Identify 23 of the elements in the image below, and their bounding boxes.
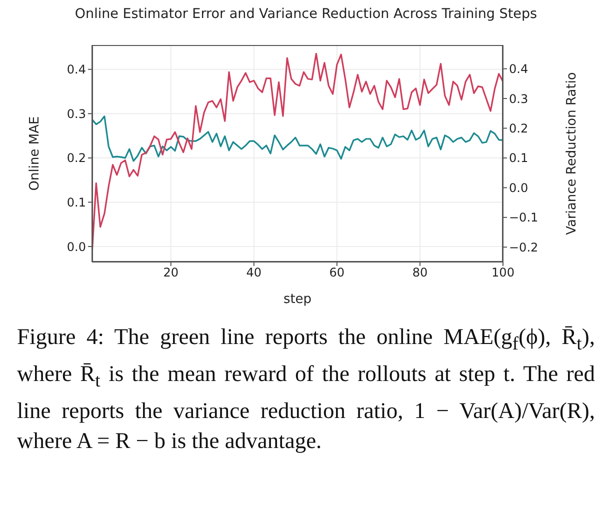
y-tick-label: 0.1 — [66, 195, 86, 210]
x-tick-label: 40 — [246, 266, 262, 280]
y2-tick-label: 0.2 — [509, 121, 528, 136]
x-axis-title: step — [283, 292, 312, 307]
y2-tick-label: −0.2 — [509, 240, 538, 254]
text: Figure 4: The green line reports the online MAE(g$_{f}$(ϕ), R̄$_{t}$), where R̄$_{t}$ is the mean reward of the rollouts at step t. The red line reports the variance reduction ratio, 1 − Var(A)/Var(R), where A = R − b is the advantage. — [17, 324, 595, 452]
x-tick-label: 60 — [329, 266, 345, 280]
chart-title: Online Estimator Error and Variance Reduction Across Training Steps — [74, 6, 538, 22]
y2-tick-label: −0.1 — [509, 210, 538, 225]
y2-tick-label: 0.0 — [509, 180, 528, 195]
y-tick-label: 0.4 — [66, 62, 86, 77]
x-tick-label: 100 — [492, 266, 514, 280]
line-series — [92, 116, 503, 162]
y2-axis-title: Variance Reduction Ratio — [564, 72, 580, 235]
y-tick-label: 0.0 — [66, 240, 86, 254]
y-axis-title: Online MAE — [28, 116, 43, 191]
y-tick-label: 0.2 — [66, 151, 86, 166]
y2-tick-label: 0.4 — [509, 62, 528, 76]
y2-tick-label: 0.3 — [509, 92, 528, 106]
y-tick-label: 0.3 — [66, 106, 86, 121]
x-tick-label: 20 — [163, 266, 179, 280]
y2-tick-label: 0.1 — [509, 151, 528, 166]
x-tick-label: 80 — [412, 266, 428, 280]
